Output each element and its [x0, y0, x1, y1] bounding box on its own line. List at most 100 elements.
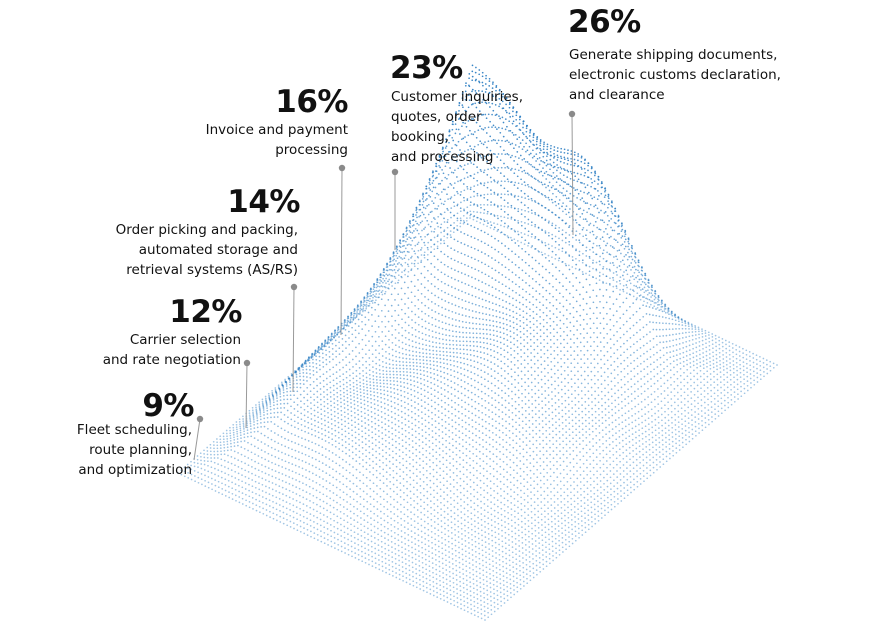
terrain-dot — [530, 516, 533, 519]
terrain-dot — [567, 526, 570, 529]
terrain-dot — [253, 445, 256, 448]
terrain-dot — [345, 446, 347, 449]
terrain-dot — [382, 468, 385, 471]
terrain-dot — [465, 315, 467, 317]
terrain-dot — [612, 466, 615, 469]
terrain-dot — [432, 345, 434, 348]
terrain-dot — [474, 386, 476, 389]
terrain-dot — [213, 457, 216, 459]
terrain-dot — [498, 543, 500, 546]
terrain-dot — [496, 598, 499, 601]
terrain-dot — [401, 439, 404, 442]
terrain-dot — [343, 325, 345, 327]
terrain-dot — [456, 488, 459, 491]
terrain-dot — [341, 428, 343, 431]
terrain-dot — [258, 494, 261, 497]
terrain-dot — [412, 365, 415, 367]
terrain-dot — [329, 497, 332, 500]
terrain-dot — [405, 567, 407, 570]
terrain-dot — [296, 512, 298, 515]
terrain-dot — [313, 399, 316, 401]
terrain-dot — [291, 448, 293, 451]
terrain-dot — [449, 476, 452, 478]
terrain-dot — [400, 530, 403, 532]
terrain-dot — [538, 547, 541, 549]
terrain-dot — [586, 499, 589, 501]
terrain-dot — [415, 436, 417, 439]
terrain-dot — [392, 363, 394, 366]
terrain-dot — [308, 470, 311, 473]
terrain-dot — [488, 568, 491, 571]
terrain-dot — [463, 600, 466, 603]
terrain-dot — [500, 347, 502, 350]
terrain-dot — [358, 456, 361, 459]
terrain-dot — [514, 407, 517, 410]
terrain-dot — [495, 315, 498, 318]
terrain-dot — [378, 447, 381, 449]
terrain-dot — [510, 519, 513, 522]
terrain-dot — [362, 375, 365, 377]
terrain-dot — [531, 396, 533, 398]
terrain-dot — [190, 464, 192, 467]
terrain-dot — [359, 487, 362, 490]
terrain-dot — [553, 487, 556, 490]
terrain-dot — [339, 389, 342, 392]
terrain-dot — [274, 388, 277, 391]
terrain-dot — [270, 430, 273, 432]
terrain-dot — [543, 360, 546, 362]
terrain-dot — [469, 478, 472, 481]
terrain-dot — [467, 376, 469, 378]
terrain-dot — [433, 368, 435, 371]
terrain-dot — [486, 470, 488, 473]
terrain-dot — [239, 434, 242, 437]
terrain-dot — [479, 332, 481, 335]
terrain-dot — [391, 565, 394, 568]
terrain-dot — [356, 307, 359, 309]
terrain-dot — [571, 533, 574, 535]
terrain-dot — [597, 505, 599, 508]
terrain-dot — [431, 547, 434, 549]
terrain-dot — [509, 569, 511, 571]
terrain-dot — [518, 555, 521, 557]
terrain-dot — [402, 464, 405, 467]
terrain-dot — [479, 486, 482, 489]
terrain-dot — [503, 476, 505, 478]
terrain-dot — [401, 347, 404, 350]
terrain-dot — [492, 574, 495, 577]
terrain-dot — [383, 531, 386, 534]
terrain-dot — [309, 390, 312, 393]
terrain-dot — [262, 409, 265, 411]
terrain-dot — [528, 413, 531, 415]
terrain-dot — [470, 612, 473, 615]
terrain-dot — [426, 591, 428, 594]
terrain-dot — [504, 413, 507, 416]
terrain-dot — [404, 412, 406, 415]
terrain-dot — [466, 497, 469, 499]
terrain-dot — [396, 373, 398, 376]
terrain-dot — [494, 526, 496, 529]
terrain-dot — [371, 555, 373, 558]
terrain-dot — [418, 451, 421, 453]
terrain-dot — [461, 538, 463, 540]
terrain-dot — [533, 480, 535, 483]
terrain-dot — [516, 581, 518, 584]
terrain-dot — [477, 510, 479, 513]
terrain-dot — [489, 450, 491, 453]
terrain-dot — [477, 615, 480, 618]
terrain-dot — [483, 364, 486, 367]
terrain-dot — [334, 419, 336, 422]
terrain-dot — [363, 392, 365, 395]
terrain-dot — [470, 371, 473, 373]
terrain-dot — [493, 606, 496, 608]
terrain-dot — [439, 597, 442, 600]
terrain-dot — [346, 323, 349, 326]
terrain-dot — [502, 584, 505, 586]
terrain-dot — [521, 420, 524, 423]
terrain-dot — [490, 389, 493, 392]
terrain-dot — [342, 383, 345, 386]
terrain-dot — [405, 572, 408, 575]
terrain-dot — [380, 401, 383, 403]
terrain-dot — [413, 384, 416, 387]
terrain-dot — [227, 479, 230, 482]
terrain-dot — [652, 466, 655, 469]
